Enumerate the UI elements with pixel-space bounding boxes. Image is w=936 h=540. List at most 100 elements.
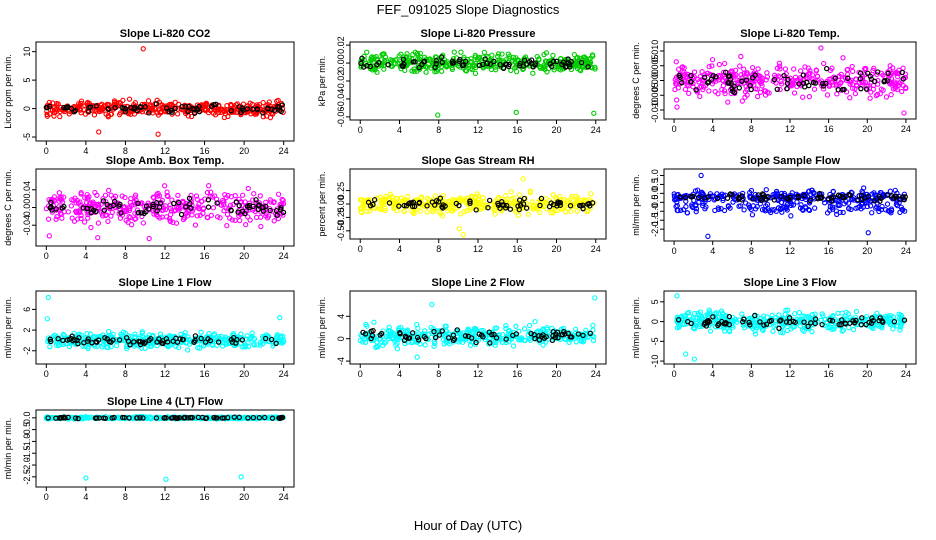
overlay-point [235, 209, 241, 215]
data-point [702, 71, 708, 78]
data-point [362, 339, 369, 346]
outlier-point [429, 301, 435, 308]
overlay-point [750, 196, 756, 202]
data-point [839, 310, 845, 316]
data-point [706, 88, 712, 94]
data-point [358, 58, 364, 64]
data-point [364, 49, 370, 55]
overlay-point [701, 74, 708, 81]
x-tick-label: 4 [397, 125, 402, 135]
x-tick-label: 24 [279, 146, 289, 156]
overlay-point [454, 327, 460, 333]
data-point [432, 193, 438, 199]
overlay-point [108, 339, 114, 345]
data-point [164, 192, 170, 199]
data-point [853, 308, 860, 315]
overlay-point [486, 197, 493, 204]
data-point [182, 330, 188, 336]
data-point [807, 74, 813, 81]
data-point [840, 55, 846, 61]
data-point [248, 335, 254, 341]
data-point [51, 197, 58, 203]
data-point [480, 195, 486, 201]
data-point [85, 99, 91, 106]
data-point [838, 71, 844, 78]
x-tick-label: 4 [710, 124, 715, 134]
data-point [385, 333, 391, 340]
overlay-point [552, 334, 559, 341]
data-point [770, 328, 776, 334]
overlay-point [763, 196, 769, 202]
overlay-point [71, 108, 77, 115]
overlay-point [55, 335, 61, 342]
data-point [813, 67, 819, 73]
y-tick-label: -5 [22, 133, 32, 141]
data-point [424, 195, 431, 202]
overlay-point [528, 330, 534, 337]
data-point [113, 100, 120, 106]
overlay-point [433, 60, 440, 67]
data-point [105, 187, 112, 194]
data-point [673, 81, 679, 87]
data-point [706, 63, 712, 70]
data-point [686, 90, 692, 97]
data-point [52, 334, 59, 341]
overlay-point [730, 88, 736, 95]
data-point [809, 72, 816, 78]
overlay-point [478, 332, 485, 338]
overlay-point [567, 203, 574, 209]
data-point [278, 337, 284, 343]
outlier-point [414, 354, 420, 360]
overlay-point [503, 336, 509, 342]
data-point [382, 205, 389, 212]
data-point [279, 340, 285, 346]
data-point [902, 84, 909, 91]
overlay-point [239, 337, 246, 343]
data-point [48, 197, 54, 203]
data-point [818, 78, 825, 84]
overlay-point [121, 105, 127, 112]
data-point [377, 206, 383, 212]
data-point [74, 197, 80, 204]
overlay-point [445, 335, 452, 341]
overlay-point [784, 80, 791, 87]
data-point [556, 66, 562, 72]
data-point [734, 77, 740, 83]
overlay-point [143, 208, 149, 215]
x-tick-label: 20 [862, 369, 872, 379]
overlay-point [835, 192, 842, 198]
overlay-point [562, 64, 569, 70]
overlay-point [166, 108, 172, 115]
data-point [422, 342, 428, 348]
overlay-point [240, 107, 247, 113]
overlay-point [376, 59, 382, 66]
x-tick-label: 24 [591, 244, 601, 254]
overlay-point [736, 85, 742, 91]
data-point [577, 67, 583, 73]
data-point [381, 340, 388, 346]
overlay-point [131, 339, 137, 345]
data-point [568, 208, 574, 214]
data-point [824, 92, 831, 98]
data-point [206, 183, 212, 189]
overlay-point [497, 205, 503, 211]
overlay-point [585, 64, 591, 70]
y-tick-label: -0.010 [650, 97, 660, 123]
data-point [892, 187, 898, 194]
overlay-point [491, 331, 497, 338]
data-point [673, 97, 680, 103]
overlay-point [246, 202, 253, 209]
data-point [393, 336, 399, 342]
overlay-point [424, 203, 430, 209]
data-point [451, 206, 457, 212]
data-point [386, 324, 392, 330]
data-point [381, 66, 387, 72]
x-tick-label: 12 [473, 125, 483, 135]
data-point [741, 66, 747, 72]
overlay-point [409, 330, 416, 336]
data-point [567, 201, 573, 207]
data-point [829, 65, 835, 71]
data-point [869, 210, 875, 216]
data-point [432, 340, 438, 347]
data-point [902, 208, 908, 214]
